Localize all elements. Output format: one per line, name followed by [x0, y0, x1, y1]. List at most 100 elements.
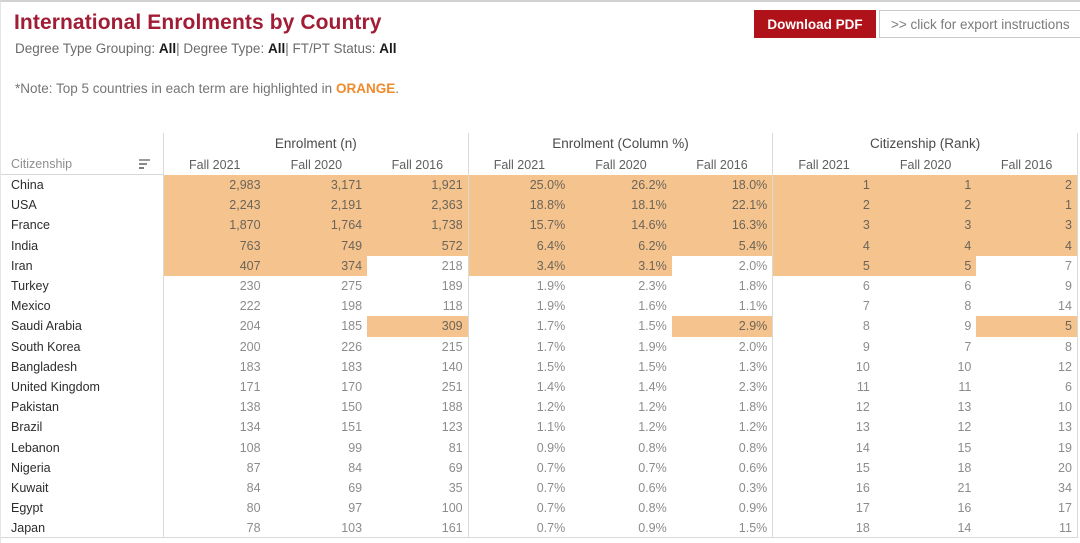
cell-rank[interactable]: 6 — [773, 275, 875, 297]
col-header-term[interactable]: Fall 2016 — [671, 154, 774, 175]
row-label-country[interactable]: Kuwait — [1, 477, 164, 498]
cell-percent[interactable]: 2.3% — [671, 376, 774, 398]
cell-rank[interactable]: 17 — [976, 498, 1078, 519]
cell-rank[interactable]: 8 — [976, 336, 1078, 357]
cell-rank[interactable]: 4 — [976, 235, 1078, 256]
cell-rank[interactable]: 13 — [773, 417, 875, 438]
cell-enrolment[interactable]: 251 — [367, 376, 469, 398]
cell-enrolment[interactable]: 183 — [265, 356, 368, 377]
cell-percent[interactable]: 18.0% — [671, 175, 774, 196]
cell-percent[interactable]: 1.8% — [671, 397, 774, 418]
cell-percent[interactable]: 2.3% — [570, 275, 672, 297]
cell-percent[interactable]: 18.1% — [570, 195, 672, 216]
cell-enrolment[interactable]: 2,191 — [265, 195, 368, 216]
cell-percent[interactable]: 1.4% — [570, 376, 672, 398]
cell-enrolment[interactable]: 69 — [265, 477, 368, 498]
cell-percent[interactable]: 6.4% — [468, 235, 571, 256]
cell-rank[interactable]: 1 — [976, 195, 1078, 216]
cell-rank[interactable]: 18 — [874, 457, 977, 478]
row-label-country[interactable]: Brazil — [1, 417, 164, 438]
cell-percent[interactable]: 5.4% — [671, 235, 774, 256]
cell-percent[interactable]: 1.8% — [671, 275, 774, 297]
cell-rank[interactable]: 12 — [874, 417, 977, 438]
cell-enrolment[interactable]: 204 — [164, 316, 266, 337]
cell-enrolment[interactable]: 1,764 — [265, 215, 368, 236]
cell-percent[interactable]: 1.9% — [570, 336, 672, 357]
cell-percent[interactable]: 0.9% — [570, 518, 672, 539]
cell-percent[interactable]: 0.7% — [468, 518, 571, 539]
row-label-country[interactable]: Lebanon — [1, 437, 164, 458]
cell-rank[interactable]: 12 — [976, 356, 1078, 377]
cell-percent[interactable]: 0.7% — [468, 477, 571, 498]
cell-rank[interactable]: 21 — [874, 477, 977, 498]
row-label-country[interactable]: Turkey — [1, 275, 164, 297]
row-label-country[interactable]: Iran — [1, 255, 164, 276]
cell-rank[interactable]: 6 — [976, 376, 1078, 398]
export-instructions-button[interactable]: >> click for export instructions — [879, 10, 1080, 38]
cell-percent[interactable]: 1.6% — [570, 296, 672, 317]
cell-percent[interactable]: 16.3% — [671, 215, 774, 236]
sort-descending-icon[interactable] — [139, 159, 150, 169]
cell-rank[interactable]: 2 — [976, 175, 1078, 196]
cell-enrolment[interactable]: 1,870 — [164, 215, 266, 236]
cell-enrolment[interactable]: 84 — [164, 477, 266, 498]
cell-percent[interactable]: 15.7% — [468, 215, 571, 236]
cell-enrolment[interactable]: 407 — [164, 255, 266, 276]
cell-rank[interactable]: 18 — [773, 518, 875, 539]
cell-rank[interactable]: 13 — [874, 397, 977, 418]
cell-percent[interactable]: 14.6% — [570, 215, 672, 236]
col-header-term[interactable]: Fall 2021 — [773, 154, 875, 175]
cell-enrolment[interactable]: 140 — [367, 356, 469, 377]
cell-percent[interactable]: 26.2% — [570, 175, 672, 196]
cell-enrolment[interactable]: 161 — [367, 518, 469, 539]
cell-percent[interactable]: 1.9% — [468, 275, 571, 297]
row-label-country[interactable]: China — [1, 175, 164, 196]
cell-percent[interactable]: 0.7% — [468, 457, 571, 478]
cell-percent[interactable]: 1.5% — [570, 356, 672, 377]
cell-percent[interactable]: 1.7% — [468, 316, 571, 337]
cell-percent[interactable]: 0.9% — [468, 437, 571, 458]
cell-enrolment[interactable]: 171 — [164, 376, 266, 398]
cell-enrolment[interactable]: 183 — [164, 356, 266, 377]
col-header-term[interactable]: Fall 2020 — [874, 154, 977, 175]
cell-rank[interactable]: 1 — [874, 175, 977, 196]
cell-percent[interactable]: 25.0% — [468, 175, 571, 196]
cell-rank[interactable]: 11 — [976, 518, 1078, 539]
cell-enrolment[interactable]: 1,921 — [367, 175, 469, 196]
cell-rank[interactable]: 10 — [976, 397, 1078, 418]
cell-rank[interactable]: 2 — [773, 195, 875, 216]
cell-enrolment[interactable]: 572 — [367, 235, 469, 256]
cell-enrolment[interactable]: 78 — [164, 518, 266, 539]
row-label-country[interactable]: Mexico — [1, 296, 164, 317]
cell-rank[interactable]: 2 — [874, 195, 977, 216]
cell-rank[interactable]: 4 — [874, 235, 977, 256]
cell-rank[interactable]: 17 — [773, 498, 875, 519]
cell-percent[interactable]: 22.1% — [671, 195, 774, 216]
cell-rank[interactable]: 11 — [773, 376, 875, 398]
cell-enrolment[interactable]: 35 — [367, 477, 469, 498]
cell-rank[interactable]: 7 — [976, 255, 1078, 276]
cell-enrolment[interactable]: 309 — [367, 316, 469, 337]
cell-rank[interactable]: 20 — [976, 457, 1078, 478]
row-label-country[interactable]: Saudi Arabia — [1, 316, 164, 337]
row-label-country[interactable]: Bangladesh — [1, 356, 164, 377]
cell-rank[interactable]: 10 — [874, 356, 977, 377]
cell-rank[interactable]: 13 — [976, 417, 1078, 438]
cell-percent[interactable]: 1.5% — [468, 356, 571, 377]
cell-enrolment[interactable]: 189 — [367, 275, 469, 297]
cell-enrolment[interactable]: 185 — [265, 316, 368, 337]
cell-percent[interactable]: 0.8% — [570, 437, 672, 458]
cell-enrolment[interactable]: 108 — [164, 437, 266, 458]
cell-percent[interactable]: 1.1% — [468, 417, 571, 438]
cell-rank[interactable]: 5 — [874, 255, 977, 276]
cell-enrolment[interactable]: 3,171 — [265, 175, 368, 196]
cell-enrolment[interactable]: 138 — [164, 397, 266, 418]
col-header-term[interactable]: Fall 2020 — [570, 154, 672, 175]
cell-percent[interactable]: 6.2% — [570, 235, 672, 256]
cell-enrolment[interactable]: 150 — [265, 397, 368, 418]
cell-rank[interactable]: 16 — [874, 498, 977, 519]
cell-enrolment[interactable]: 103 — [265, 518, 368, 539]
cell-percent[interactable]: 2.0% — [671, 255, 774, 276]
cell-enrolment[interactable]: 170 — [265, 376, 368, 398]
cell-rank[interactable]: 5 — [976, 316, 1078, 337]
